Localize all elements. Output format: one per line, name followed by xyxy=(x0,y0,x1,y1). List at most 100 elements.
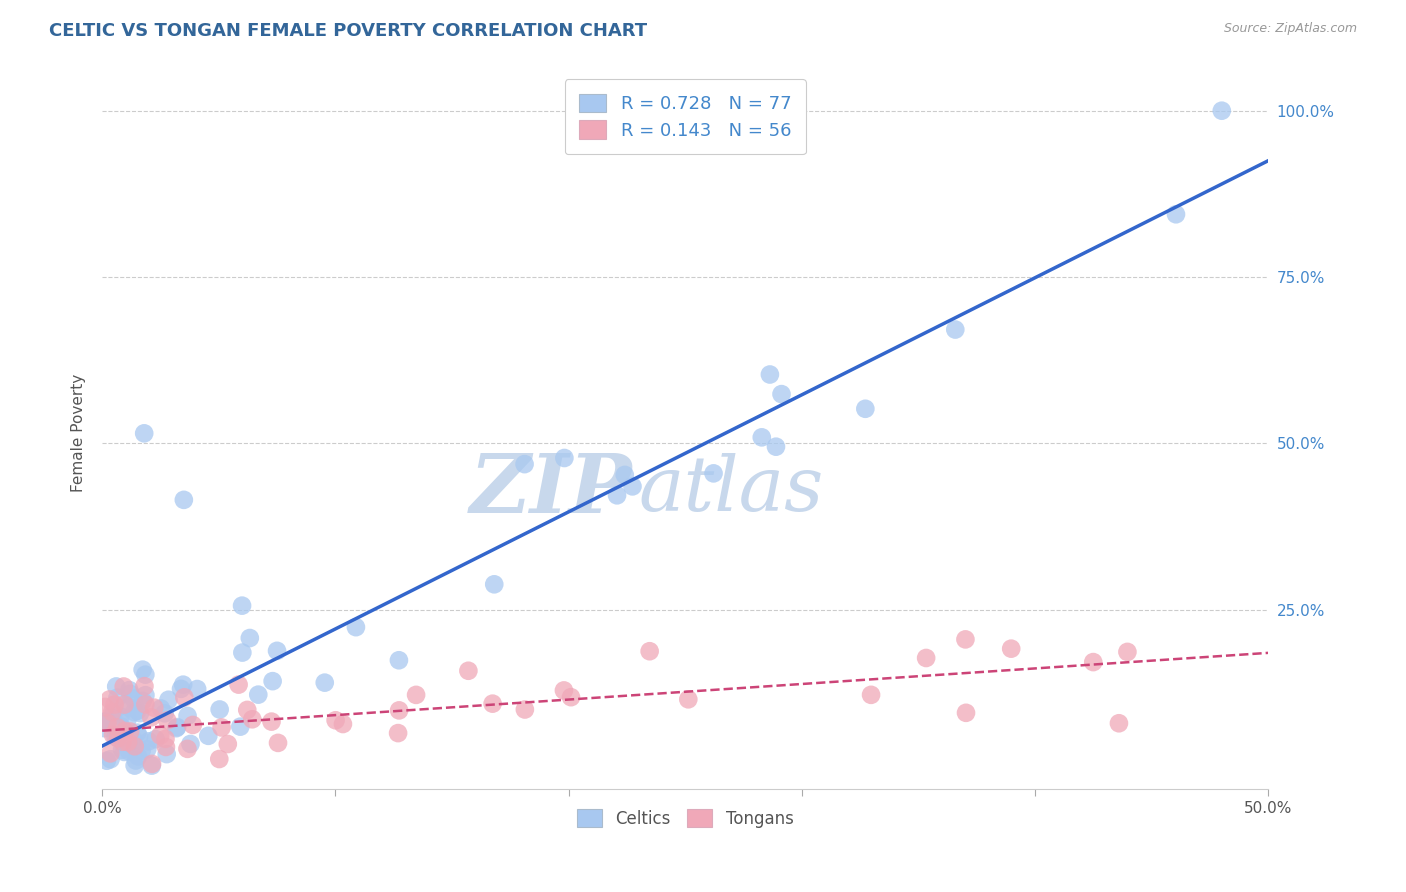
Point xyxy=(141,758,163,772)
Point xyxy=(153,706,176,721)
Point xyxy=(770,387,793,401)
Point xyxy=(132,694,155,708)
Point xyxy=(217,737,239,751)
Point xyxy=(186,681,208,696)
Point xyxy=(122,733,145,747)
Point xyxy=(606,488,628,502)
Point xyxy=(103,698,125,712)
Point xyxy=(228,678,250,692)
Point xyxy=(759,368,782,382)
Point xyxy=(176,709,198,723)
Point xyxy=(112,680,135,694)
Point xyxy=(231,599,253,613)
Point xyxy=(1164,207,1187,221)
Point xyxy=(149,729,172,743)
Point xyxy=(141,756,163,771)
Point xyxy=(127,749,149,764)
Point xyxy=(553,450,575,465)
Point xyxy=(344,620,367,634)
Point xyxy=(955,632,977,647)
Point xyxy=(621,479,644,493)
Point xyxy=(457,664,479,678)
Point xyxy=(239,631,262,645)
Point xyxy=(262,674,284,689)
Point xyxy=(155,731,177,746)
Point xyxy=(141,710,163,724)
Point xyxy=(134,426,156,441)
Point xyxy=(1000,641,1022,656)
Point xyxy=(96,754,118,768)
Point xyxy=(96,716,118,731)
Point xyxy=(104,730,127,744)
Point xyxy=(387,726,409,740)
Point xyxy=(208,702,231,716)
Point xyxy=(260,714,283,729)
Point xyxy=(125,754,148,768)
Point xyxy=(560,690,582,705)
Point xyxy=(124,758,146,772)
Point xyxy=(131,744,153,758)
Point xyxy=(155,739,177,754)
Point xyxy=(211,720,233,734)
Point xyxy=(172,678,194,692)
Point xyxy=(229,720,252,734)
Point xyxy=(166,720,188,734)
Point xyxy=(134,667,156,681)
Point xyxy=(122,705,145,719)
Point xyxy=(236,703,259,717)
Point xyxy=(114,723,136,738)
Point xyxy=(613,467,636,482)
Point xyxy=(120,724,142,739)
Point xyxy=(1211,103,1233,118)
Point xyxy=(181,718,204,732)
Point xyxy=(247,688,270,702)
Point xyxy=(170,681,193,696)
Point xyxy=(165,721,187,735)
Legend: Celtics, Tongans: Celtics, Tongans xyxy=(571,803,800,834)
Point xyxy=(100,752,122,766)
Point xyxy=(117,712,139,726)
Y-axis label: Female Poverty: Female Poverty xyxy=(72,375,86,492)
Point xyxy=(131,663,153,677)
Point xyxy=(110,709,132,723)
Point xyxy=(138,734,160,748)
Point xyxy=(267,736,290,750)
Point xyxy=(853,401,876,416)
Point xyxy=(103,706,125,720)
Point xyxy=(751,430,773,444)
Point xyxy=(1116,645,1139,659)
Point xyxy=(107,690,129,705)
Point xyxy=(388,703,411,717)
Point xyxy=(111,735,134,749)
Point xyxy=(101,705,124,719)
Point xyxy=(145,732,167,747)
Point xyxy=(118,683,141,698)
Text: atlas: atlas xyxy=(638,453,824,527)
Point xyxy=(96,714,118,729)
Text: Source: ZipAtlas.com: Source: ZipAtlas.com xyxy=(1223,22,1357,36)
Point xyxy=(157,692,180,706)
Point xyxy=(111,743,134,757)
Point xyxy=(638,644,661,658)
Point xyxy=(96,714,118,728)
Point xyxy=(98,692,121,706)
Point xyxy=(156,714,179,728)
Point xyxy=(484,577,506,591)
Point xyxy=(94,700,117,714)
Point xyxy=(105,680,128,694)
Point xyxy=(134,688,156,702)
Point xyxy=(134,679,156,693)
Point xyxy=(173,690,195,705)
Point xyxy=(122,691,145,706)
Point xyxy=(332,717,354,731)
Point xyxy=(124,739,146,754)
Point xyxy=(112,698,135,712)
Point xyxy=(149,701,172,715)
Point xyxy=(943,322,966,336)
Point xyxy=(118,700,141,714)
Point xyxy=(120,687,142,701)
Point xyxy=(405,688,427,702)
Point xyxy=(240,712,263,726)
Point xyxy=(955,706,977,720)
Point xyxy=(129,706,152,720)
